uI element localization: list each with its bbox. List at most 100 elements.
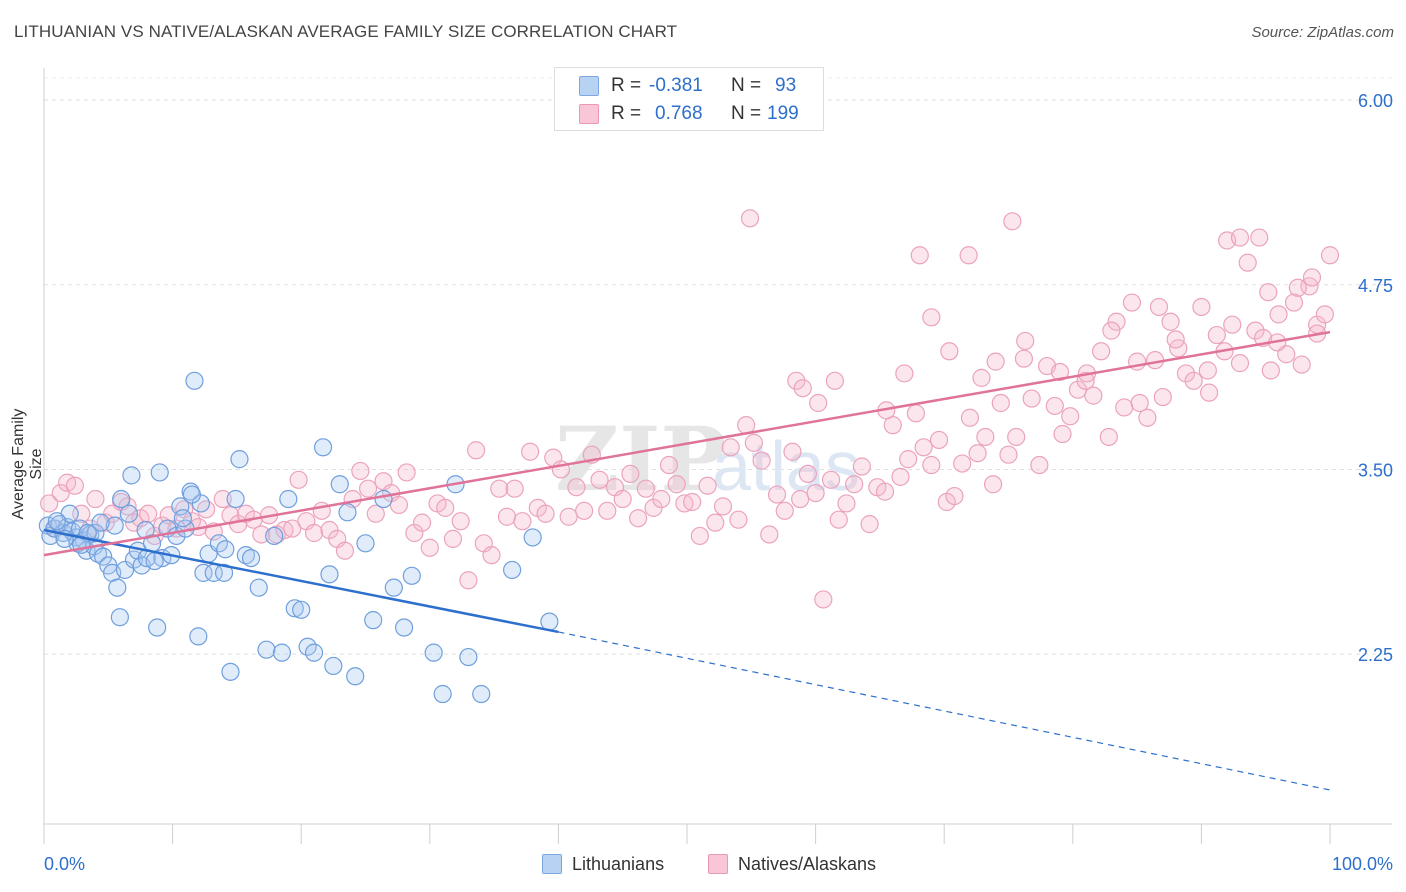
data-point-natives bbox=[1122, 293, 1142, 312]
data-point-natives bbox=[906, 404, 926, 423]
data-point-natives bbox=[559, 507, 578, 526]
data-point-lithuanians bbox=[374, 489, 393, 509]
data-point-natives bbox=[875, 482, 895, 501]
data-point-lithuanians bbox=[356, 534, 375, 553]
data-point-natives bbox=[1061, 407, 1080, 426]
data-point-natives bbox=[675, 494, 694, 513]
data-point-natives bbox=[139, 504, 158, 523]
svg-text:ZIP: ZIP bbox=[555, 407, 727, 511]
data-point-lithuanians bbox=[285, 599, 304, 618]
data-point-natives bbox=[196, 500, 216, 519]
data-point-natives bbox=[744, 433, 763, 452]
data-point-lithuanians bbox=[459, 647, 478, 667]
data-point-natives bbox=[1269, 305, 1288, 324]
legend-r-value: -0.381 bbox=[649, 75, 703, 96]
bottom-legend-label: Natives/Alaskans bbox=[738, 854, 877, 874]
data-point-natives bbox=[814, 590, 833, 609]
y-axis-label: Average Family Size bbox=[10, 408, 45, 520]
data-point-natives bbox=[335, 541, 355, 560]
data-point-natives bbox=[1184, 371, 1203, 390]
data-point-natives bbox=[118, 497, 137, 516]
data-point-natives bbox=[1115, 398, 1134, 417]
legend-n-value: 199 bbox=[767, 103, 799, 124]
data-point-natives bbox=[667, 475, 686, 494]
data-point-natives bbox=[793, 379, 812, 398]
legend-n-label: N = bbox=[731, 103, 762, 124]
data-point-natives bbox=[713, 497, 733, 516]
data-point-natives bbox=[289, 470, 308, 489]
data-point-lithuanians bbox=[105, 516, 124, 535]
data-point-natives bbox=[497, 507, 517, 526]
data-point-lithuanians bbox=[182, 485, 201, 504]
legend-swatch-blue bbox=[579, 76, 599, 96]
data-point-natives bbox=[860, 515, 879, 534]
data-point-natives bbox=[459, 571, 478, 590]
legend-r-label: R = bbox=[611, 75, 642, 96]
data-point-natives bbox=[976, 427, 995, 447]
data-point-natives bbox=[1130, 393, 1149, 413]
data-point-natives bbox=[420, 538, 439, 557]
data-point-natives bbox=[1076, 371, 1095, 390]
data-point-lithuanians bbox=[402, 566, 421, 585]
data-point-natives bbox=[767, 485, 787, 504]
data-point-natives bbox=[1091, 342, 1111, 361]
x-tick-label-min: 0.0% bbox=[44, 854, 85, 874]
data-point-natives bbox=[1107, 312, 1126, 331]
data-point-lithuanians bbox=[257, 640, 276, 659]
data-point-natives bbox=[1320, 246, 1340, 265]
data-point-natives bbox=[852, 457, 871, 476]
data-point-natives bbox=[40, 494, 59, 513]
data-point-natives bbox=[482, 546, 501, 565]
data-point-natives bbox=[806, 484, 825, 503]
series-lithuanians bbox=[38, 371, 559, 704]
data-point-natives bbox=[940, 342, 959, 361]
data-point-natives bbox=[983, 475, 1003, 494]
data-point-lithuanians bbox=[424, 643, 443, 662]
data-point-natives bbox=[629, 509, 648, 528]
data-point-natives bbox=[1292, 355, 1311, 374]
data-point-natives bbox=[636, 479, 655, 498]
data-point-natives bbox=[213, 489, 232, 509]
data-point-natives bbox=[698, 476, 717, 495]
data-point-natives bbox=[991, 393, 1010, 413]
data-point-natives bbox=[809, 393, 828, 413]
data-point-natives bbox=[1261, 361, 1280, 380]
data-point-lithuanians bbox=[91, 513, 110, 532]
data-point-natives bbox=[1207, 325, 1226, 345]
data-point-natives bbox=[590, 470, 609, 489]
data-point-natives bbox=[1014, 349, 1034, 368]
data-point-natives bbox=[366, 504, 385, 523]
legend-n-label: N = bbox=[731, 75, 762, 96]
data-point-lithuanians bbox=[292, 600, 311, 619]
data-point-lithuanians bbox=[338, 503, 357, 522]
data-point-lithuanians bbox=[185, 371, 204, 390]
data-point-natives bbox=[1084, 386, 1103, 405]
data-point-natives bbox=[1315, 305, 1334, 324]
data-point-lithuanians bbox=[171, 497, 190, 516]
legend-r-value: 0.768 bbox=[655, 103, 703, 124]
data-point-natives bbox=[1003, 212, 1022, 231]
bottom-legend-swatch-pink bbox=[708, 854, 728, 874]
data-point-natives bbox=[910, 246, 929, 265]
data-point-natives bbox=[283, 519, 302, 538]
data-point-lithuanians bbox=[112, 489, 131, 509]
data-point-natives bbox=[752, 451, 771, 470]
data-point-lithuanians bbox=[47, 512, 66, 531]
data-point-natives bbox=[275, 520, 294, 540]
data-point-lithuanians bbox=[119, 504, 138, 523]
data-point-natives bbox=[929, 430, 949, 450]
data-point-natives bbox=[690, 526, 709, 546]
data-point-natives bbox=[436, 498, 455, 517]
data-point-natives bbox=[1288, 278, 1307, 297]
data-point-natives bbox=[825, 371, 844, 390]
data-point-natives bbox=[721, 438, 740, 457]
legend-r-label: R = bbox=[611, 103, 642, 124]
watermark: ZIP atlas bbox=[555, 407, 860, 511]
data-point-lithuanians bbox=[313, 438, 333, 457]
data-point-lithuanians bbox=[320, 565, 339, 584]
data-point-natives bbox=[1153, 387, 1172, 407]
data-point-natives bbox=[729, 510, 748, 529]
data-point-lithuanians bbox=[249, 578, 268, 597]
data-point-natives bbox=[821, 470, 841, 489]
